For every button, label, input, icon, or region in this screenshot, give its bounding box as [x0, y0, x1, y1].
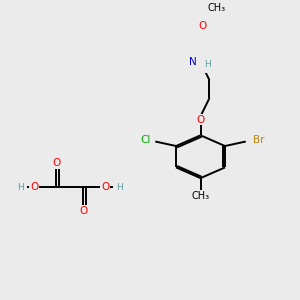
Text: N: N	[189, 57, 197, 67]
Text: Cl: Cl	[140, 135, 151, 146]
Text: H: H	[205, 60, 211, 69]
Text: O: O	[30, 182, 38, 192]
Text: O: O	[79, 206, 87, 216]
Text: CH₃: CH₃	[191, 191, 210, 201]
Text: O: O	[196, 115, 205, 124]
Text: O: O	[198, 21, 206, 31]
Text: O: O	[52, 158, 61, 169]
Text: H: H	[17, 183, 24, 192]
Text: H: H	[116, 183, 123, 192]
Text: Br: Br	[253, 135, 265, 146]
Text: CH₃: CH₃	[208, 3, 226, 13]
Text: O: O	[101, 182, 110, 192]
